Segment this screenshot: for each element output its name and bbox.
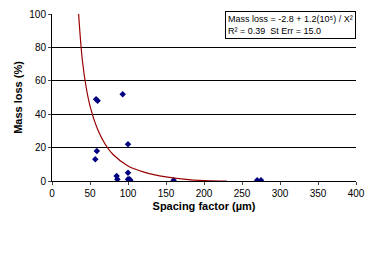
svg-text:200: 200 [196, 188, 213, 199]
svg-text:100: 100 [29, 9, 46, 20]
svg-text:400: 400 [348, 188, 365, 199]
svg-text:0: 0 [40, 176, 46, 187]
svg-text:40: 40 [35, 109, 47, 120]
svg-text:0: 0 [49, 188, 55, 199]
svg-text:300: 300 [272, 188, 289, 199]
svg-text:Mass loss (%): Mass loss (%) [12, 61, 24, 134]
svg-text:50: 50 [84, 188, 96, 199]
svg-text:80: 80 [35, 42, 47, 53]
svg-text:350: 350 [310, 188, 327, 199]
svg-text:250: 250 [234, 188, 251, 199]
svg-text:Mass loss = -2.8 + 1.2(10⁵) /: Mass loss = -2.8 + 1.2(10⁵) / X²R² = 0.3… [228, 14, 353, 36]
svg-text:60: 60 [35, 75, 47, 86]
svg-text:150: 150 [158, 188, 175, 199]
svg-text:Spacing factor (µm): Spacing factor (µm) [153, 200, 256, 212]
svg-text:20: 20 [35, 142, 47, 153]
svg-text:100: 100 [120, 188, 137, 199]
